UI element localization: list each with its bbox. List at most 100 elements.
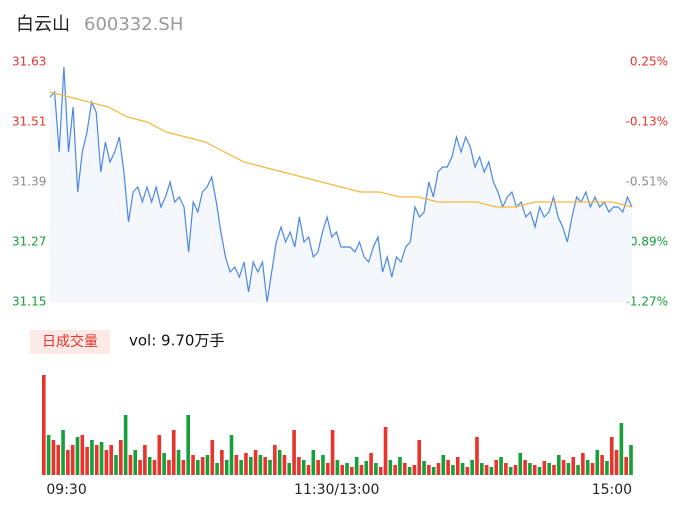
volume-bar [566,463,571,475]
volume-bar [325,463,330,475]
volume-bar [99,442,104,475]
volume-bar [350,467,354,475]
volume-bar [585,460,590,475]
volume-bar [441,455,446,475]
volume-bar [504,463,508,475]
volume-bar [542,461,547,475]
y-tick-label: 31.27 [12,235,46,249]
volume-bar [119,440,123,475]
volume-bar [335,460,340,475]
volume-bar [340,465,345,475]
volume-bar [571,457,576,475]
volume-bar [292,430,296,475]
volume-bar [263,457,268,475]
volume-bar [224,460,229,475]
volume-bar [210,440,215,475]
average-line [49,91,633,208]
volume-bar [123,415,128,475]
volume-bar [200,457,205,475]
volume-bar [114,455,118,475]
volume-bar [75,437,80,475]
volume-bar [388,460,393,475]
volume-bar [556,455,561,475]
volume-bar [614,450,619,475]
volume-bar [162,453,166,475]
volume-bar [460,463,465,475]
volume-bar [412,465,417,475]
volume-bar [537,467,542,475]
volume-bar [321,455,325,475]
volume-bar [451,465,455,475]
volume-bar [143,445,147,475]
volume-bar [518,453,523,475]
volume-bar [229,435,234,475]
price-line [49,66,633,303]
volume-bar [532,465,537,475]
y-tick-label: 31.15 [12,295,46,309]
volume-bar [66,450,70,475]
volume-bar [273,445,277,475]
volume-bar [383,427,388,475]
volume-bar [513,465,518,475]
y-tick-label: 31.63 [12,55,46,69]
volume-bar [171,430,176,475]
volume-bar [398,457,402,475]
volume-bar [244,453,248,475]
volume-bar [94,445,99,475]
volume-bar [446,460,450,475]
volume-bar [369,453,373,475]
volume-bar [374,463,378,475]
volume-bar [152,460,157,475]
volume-bar [417,440,422,475]
volume-bar [422,461,426,475]
volume-bar [581,453,585,475]
volume-bar [576,465,580,475]
volume-bar [282,455,287,475]
volume-bar [629,445,633,475]
volume-bar [268,460,272,475]
volume-label: 日成交量 [42,333,98,350]
stock-code: 600332.SH [84,14,183,35]
volume-bar [523,460,527,475]
volume-bar [345,463,349,475]
volume-bar [590,463,595,475]
volume-bar [56,445,61,475]
volume-bar [431,467,436,475]
volume-bar [176,450,181,475]
volume-bar [157,435,162,475]
x-tick-label: 09:30 [46,482,86,498]
volume-bar [316,460,320,475]
volume-bar [619,423,624,475]
volume-bar [186,415,191,475]
volume-bar [561,460,566,475]
volume-bar [427,465,431,475]
volume-bar [624,457,628,475]
volume-bar [138,460,142,475]
volume-bar [378,467,383,475]
volume-bar [484,465,489,475]
volume-bar [297,457,301,475]
volume-bar [104,450,109,475]
volume-bar [436,463,441,475]
volume-bar [306,465,311,475]
volume-bar [253,450,258,475]
volume-bar [248,457,253,475]
volume-bar [80,435,85,475]
volume-bar [499,457,503,475]
volume-bar [600,455,604,475]
volume-bar [42,375,46,475]
volume-bar [133,450,138,475]
volume-bar [167,460,171,475]
x-tick-label: 15:00 [592,482,632,498]
y2-tick-label: -1.27% [626,295,668,309]
volume-bar [191,455,195,475]
volume-bar [109,445,113,475]
volume-bar [455,457,460,475]
volume-bar [489,467,494,475]
volume-bar [287,463,292,475]
volume-bar [528,463,532,475]
volume-bar [595,450,600,475]
volume-bar [393,465,397,475]
volume-bar [465,467,470,475]
